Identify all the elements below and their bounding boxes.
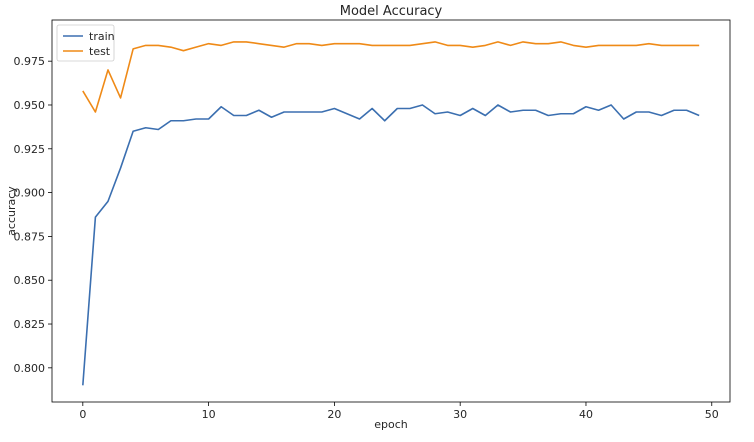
x-tick-label: 0 — [79, 408, 86, 421]
y-tick-label: 0.825 — [14, 318, 46, 331]
y-axis-label: accuracy — [5, 186, 18, 236]
x-tick-label: 10 — [202, 408, 216, 421]
y-tick-label: 0.925 — [14, 143, 46, 156]
series-line-train — [82, 104, 700, 386]
x-tick-label: 50 — [705, 408, 719, 421]
y-axis: 0.800 0.825 0.850 0.875 0.900 0.925 0.950 0.975 — [14, 55, 52, 375]
x-tick-label: 40 — [579, 408, 593, 421]
legend-label-test: test — [89, 45, 111, 58]
legend-label-train: train — [89, 30, 115, 43]
y-tick-label: 0.975 — [14, 55, 46, 68]
plot-border — [51, 19, 731, 403]
x-tick-label: 30 — [453, 408, 467, 421]
legend-box — [56, 24, 115, 62]
y-tick-label: 0.800 — [14, 362, 46, 375]
series-layer — [82, 41, 700, 386]
x-axis: 0 10 20 30 40 50 — [79, 402, 719, 421]
chart-title: Model Accuracy — [340, 4, 443, 19]
plot-frame — [51, 19, 731, 403]
y-tick-label: 0.900 — [14, 187, 46, 200]
x-tick-label: 20 — [327, 408, 341, 421]
y-tick-label: 0.875 — [14, 230, 46, 243]
y-tick-label: 0.850 — [14, 274, 46, 287]
series-line-test — [82, 41, 700, 113]
y-tick-label: 0.950 — [14, 99, 46, 112]
legend: train test — [56, 24, 115, 62]
x-axis-label: epoch — [374, 418, 408, 431]
